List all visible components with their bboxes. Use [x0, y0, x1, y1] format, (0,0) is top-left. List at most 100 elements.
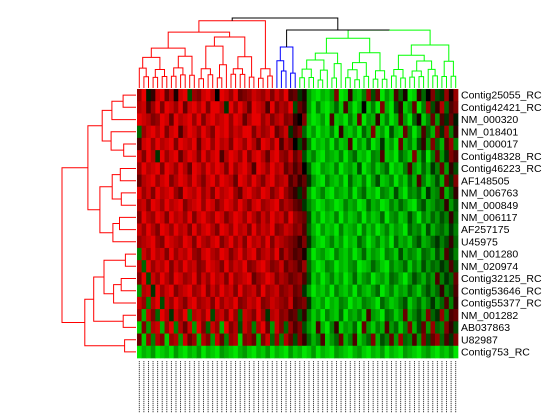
- heatmap-cell: [343, 89, 349, 102]
- heatmap-cell: [435, 296, 441, 310]
- heatmap-cell: [219, 89, 225, 102]
- heatmap-cell: [251, 321, 257, 334]
- heatmap-cell: [219, 260, 225, 273]
- heatmap-cell: [173, 211, 179, 224]
- heatmap-cell: [237, 186, 243, 200]
- heatmap-cell: [302, 333, 308, 347]
- heatmap-cell: [343, 150, 349, 163]
- heatmap-cell: [343, 162, 349, 175]
- heatmap-cell: [311, 321, 317, 334]
- heatmap-cell: [416, 113, 422, 127]
- heatmap-cell: [453, 247, 459, 261]
- heatmap-cell: [192, 162, 197, 175]
- dendrogram-branch: [232, 68, 243, 75]
- dendrogram-branch: [393, 69, 404, 78]
- heatmap-cell: [352, 101, 358, 114]
- heatmap-cell: [233, 211, 239, 224]
- heatmap-cell: [219, 137, 225, 151]
- heatmap-cell: [205, 345, 211, 359]
- heatmap-cell: [338, 186, 344, 200]
- heatmap-cell: [302, 125, 308, 139]
- heatmap-cell: [416, 235, 422, 249]
- heatmap-cell: [375, 321, 381, 334]
- heatmap-cell: [260, 321, 266, 334]
- heatmap-cell: [237, 137, 243, 151]
- heatmap-cell: [169, 321, 175, 334]
- heatmap-cell: [292, 89, 298, 102]
- heatmap-cell: [288, 345, 294, 359]
- heatmap-cell: [380, 162, 385, 175]
- heatmap-cell: [439, 89, 445, 102]
- heatmap-cell: [210, 284, 216, 298]
- heatmap-cell: [173, 345, 179, 359]
- dendrogram-branch: [450, 75, 457, 88]
- heatmap-cell: [242, 247, 248, 261]
- heatmap-cell: [430, 89, 436, 102]
- heatmap-cell: [453, 113, 459, 127]
- heatmap-cell: [320, 247, 326, 261]
- heatmap-cell: [453, 174, 459, 188]
- heatmap-cell: [439, 260, 445, 273]
- heatmap-cell: [412, 309, 418, 322]
- heatmap-cell: [242, 272, 248, 285]
- heatmap-cell: [357, 186, 363, 200]
- heatmap-cell: [288, 235, 294, 249]
- heatmap-cell: [159, 199, 165, 212]
- heatmap-cell: [430, 235, 436, 249]
- heatmap-cell: [421, 272, 427, 285]
- heatmap-cell: [288, 199, 294, 212]
- heatmap-cell: [311, 247, 317, 261]
- heatmap-cell: [214, 284, 220, 298]
- heatmap-cell: [196, 260, 202, 273]
- heatmap-cell: [366, 89, 372, 102]
- heatmap-cell: [334, 186, 340, 200]
- heatmap-cell: [329, 137, 335, 151]
- heatmap-cell: [407, 345, 413, 359]
- heatmap-cell: [192, 137, 197, 151]
- heatmap-cell: [196, 113, 202, 127]
- heatmap-cell: [430, 186, 436, 200]
- heatmap-cell: [210, 235, 216, 249]
- heatmap-cell: [393, 89, 399, 102]
- heatmap-cell: [435, 137, 441, 151]
- heatmap-cell: [448, 284, 454, 298]
- heatmap-cell: [137, 235, 142, 249]
- heatmap-cell: [315, 223, 321, 237]
- heatmap-cell: [402, 89, 408, 102]
- heatmap-cell: [201, 272, 207, 285]
- heatmap-cell: [338, 174, 344, 188]
- heatmap-cell: [279, 284, 285, 298]
- heatmap-cell: [269, 89, 275, 102]
- heatmap-cell: [247, 186, 252, 200]
- heatmap-cell: [393, 345, 399, 359]
- heatmap-cell: [205, 186, 211, 200]
- heatmap-cell: [343, 272, 349, 285]
- heatmap-cell: [347, 272, 353, 285]
- heatmap-cell: [155, 272, 161, 285]
- heatmap-cell: [421, 113, 427, 127]
- heatmap-cell: [435, 186, 441, 200]
- heatmap-cell: [228, 309, 234, 322]
- heatmap-cell: [435, 309, 441, 322]
- heatmap-cell: [347, 247, 353, 261]
- heatmap-cell: [201, 199, 207, 212]
- heatmap-cell: [306, 113, 312, 127]
- heatmap-cell: [453, 137, 459, 151]
- heatmap-cell: [435, 321, 441, 334]
- heatmap-cell: [370, 186, 376, 200]
- heatmap-cell: [416, 211, 422, 224]
- heatmap-cell: [444, 260, 450, 273]
- heatmap-cell: [320, 174, 326, 188]
- heatmap-cell: [380, 113, 385, 127]
- heatmap-cell: [444, 333, 450, 347]
- dendrogram-branch: [120, 278, 136, 292]
- heatmap-cell: [370, 296, 376, 310]
- heatmap-cell: [164, 137, 170, 151]
- heatmap-cell: [242, 150, 248, 163]
- heatmap-cell: [448, 137, 454, 151]
- heatmap-cell: [269, 333, 275, 347]
- heatmap-cell: [288, 125, 294, 139]
- dendrogram-branch: [93, 276, 124, 322]
- heatmap-cell: [297, 333, 303, 347]
- heatmap-cell: [320, 235, 326, 249]
